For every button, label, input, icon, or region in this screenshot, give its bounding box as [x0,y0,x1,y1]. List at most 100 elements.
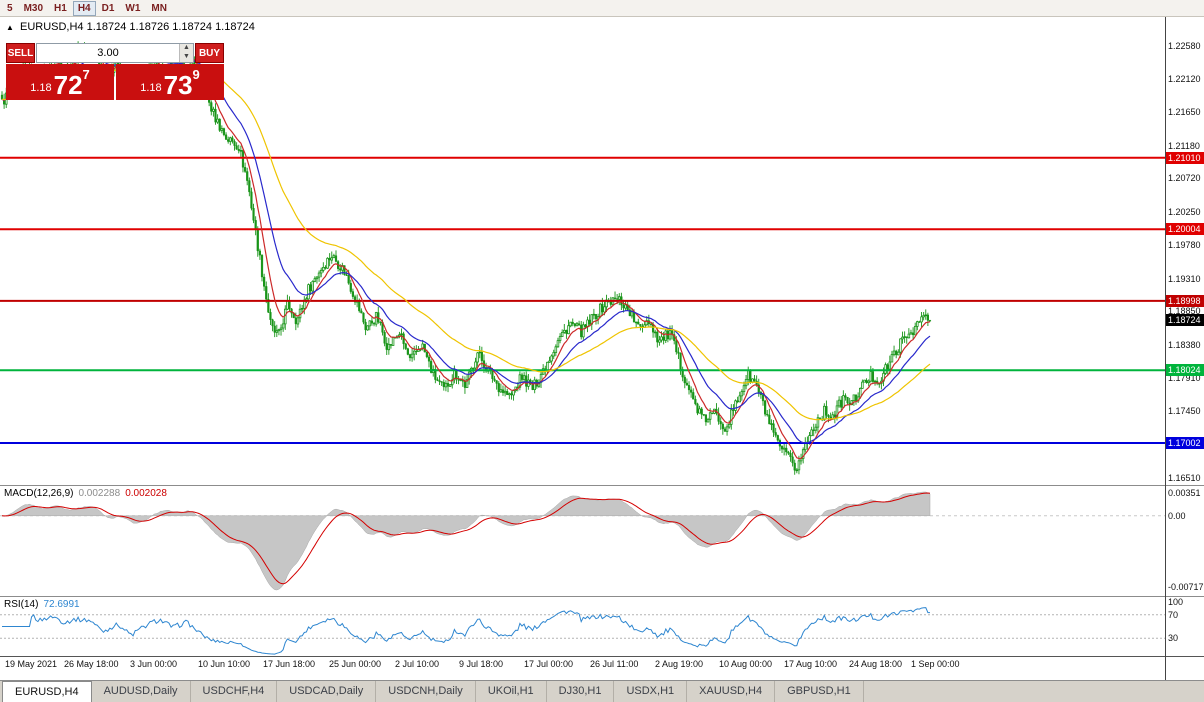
bottom-filler [0,672,1165,680]
buy-price-prefix: 1.18 [140,82,162,94]
price-chart-pane[interactable]: ▲ EURUSD,H4 1.18724 1.18726 1.18724 1.18… [0,17,1165,485]
time-tick-label: 19 May 2021 [5,659,58,669]
price-chart-canvas[interactable] [0,17,1165,485]
buy-price-display[interactable]: 1.18 73 9 [116,64,224,100]
volume-box: ▲ ▼ [36,43,194,63]
price-tick: 1.21650 [1168,107,1201,118]
symbol-tab-usdx-h1[interactable]: USDX,H1 [614,681,688,702]
timeframe-button-MN[interactable]: MN [151,2,167,14]
symbol-tab-ukoil-h1[interactable]: UKOil,H1 [476,681,547,702]
symbol-tab-usdcnh-daily[interactable]: USDCNH,Daily [376,681,476,702]
price-tick: 1.16510 [1168,473,1201,483]
macd-axis-label: 0.00 [1168,510,1186,521]
timeframe-toolbar: 5 M30 H1 H4 D1 W1 MN [0,0,1204,17]
rsi-indicator-pane[interactable]: RSI(14) 72.6991 [0,596,1165,656]
macd-indicator-pane[interactable]: MACD(12,26,9) 0.002288 0.002028 [0,485,1165,596]
collapse-trade-panel-icon[interactable]: ▲ [6,23,14,32]
time-tick-label: 17 Aug 10:00 [784,659,838,669]
macd-name: MACD(12,26,9) [4,488,74,499]
symbol-tab-gbpusd-h1[interactable]: GBPUSD,H1 [775,681,864,702]
symbol-tab-audusd-daily[interactable]: AUDUSD,Daily [92,681,191,702]
macd-axis-label: 0.00351 [1168,488,1201,498]
price-level-label[interactable]: 1.20004 [1166,223,1204,236]
price-tick: 1.17910 [1168,373,1201,384]
macd-value-signal: 0.002028 [125,488,167,499]
volume-spinner: ▲ ▼ [179,44,193,62]
time-tick-label: 10 Jun 10:00 [198,659,251,669]
chart-title: ▲ EURUSD,H4 1.18724 1.18726 1.18724 1.18… [6,21,255,33]
timeframe-button-D1[interactable]: D1 [101,2,115,14]
timeframe-button-M30[interactable]: M30 [23,2,44,14]
symbol-tab-eurusd-h4[interactable]: EURUSD,H4 [2,681,92,702]
current-price-label[interactable]: 1.18724 [1166,314,1204,327]
timeframe-button-H1[interactable]: H1 [54,2,67,14]
price-axis-main: 1.22580 1.22120 1.21650 1.21180 1.20720 1.202… [1166,17,1204,485]
symbol-tab-xauusd-h4[interactable]: XAUUSD,H4 [687,681,776,702]
time-tick-label: 1 Sep 00:00 [911,659,960,669]
buy-price-sup: 9 [192,67,200,82]
price-axis-macd: 0.00351 0.00 -0.00717 [1166,485,1204,596]
time-tick-label: 17 Jun 18:00 [263,659,316,669]
price-level-label[interactable]: 1.21010 [1166,151,1204,164]
price-tick: 1.17450 [1168,406,1201,417]
time-tick-label: 26 May 18:00 [64,659,119,669]
chart-workspace: ▲ EURUSD,H4 1.18724 1.18726 1.18724 1.18… [0,17,1204,680]
macd-value-main: 0.002288 [78,488,121,499]
timeframe-button-5[interactable]: 5 [7,2,13,14]
price-tick: 1.22580 [1168,41,1201,51]
volume-down-icon[interactable]: ▼ [180,53,193,62]
time-axis[interactable]: 19 May 2021 26 May 18:00 3 Jun 00:00 10 Jun… [0,656,1165,672]
buy-button[interactable]: BUY [195,43,224,63]
price-axis[interactable]: 1.22580 1.22120 1.21650 1.21180 1.20720 1.202… [1165,17,1204,680]
volume-input[interactable] [37,44,179,62]
rsi-name: RSI(14) [4,599,39,610]
price-axis-rsi: 100 70 30 [1166,596,1204,656]
price-tick: 1.20720 [1168,173,1201,184]
rsi-axis-label: 70 [1168,609,1179,620]
symbol-tab-bar: EURUSD,H4 AUDUSD,Daily USDCHF,H4 USDCAD,Dai… [0,680,1204,702]
macd-axis-label: -0.00717 [1168,581,1204,592]
time-tick-label: 2 Aug 19:00 [655,659,704,669]
price-axis-corner [1166,656,1204,672]
sell-price-display[interactable]: 1.18 72 7 [6,64,114,100]
rsi-value: 72.6991 [43,599,80,610]
price-tick: 1.18380 [1168,339,1201,350]
timeframe-button-H4[interactable]: H4 [72,0,96,16]
price-level-label[interactable]: 1.18998 [1166,294,1204,307]
time-tick-label: 9 Jul 18:00 [459,659,504,669]
price-level-label[interactable]: 1.17002 [1166,436,1204,449]
time-tick-label: 2 Jul 10:00 [395,659,440,669]
rsi-canvas[interactable] [0,597,1165,656]
price-tick: 1.18850 [1168,306,1201,317]
price-tick: 1.19310 [1168,273,1201,284]
time-tick-label: 25 Jun 00:00 [329,659,382,669]
time-tick-label: 26 Jul 11:00 [590,659,639,669]
price-tick: 1.21180 [1168,140,1200,151]
sell-button[interactable]: SELL [6,43,35,63]
buy-price-big: 73 [163,70,193,100]
price-tick: 1.22120 [1168,73,1201,84]
rsi-label: RSI(14) 72.6991 [4,599,80,610]
chart-column: ▲ EURUSD,H4 1.18724 1.18726 1.18724 1.18… [0,17,1165,680]
symbol-tab-dj30-h1[interactable]: DJ30,H1 [547,681,615,702]
rsi-axis-label: 30 [1168,633,1179,644]
volume-up-icon[interactable]: ▲ [180,44,193,53]
sell-price-prefix: 1.18 [30,82,52,94]
sell-price-big: 72 [53,70,83,100]
price-level-label[interactable]: 1.18024 [1166,364,1204,377]
chart-title-text: EURUSD,H4 1.18724 1.18726 1.18724 1.1872… [19,21,255,33]
macd-label: MACD(12,26,9) 0.002288 0.002028 [4,488,167,499]
one-click-trade-panel: SELL ▲ ▼ BUY 1.18 72 [6,43,224,100]
symbol-tab-usdchf-h4[interactable]: USDCHF,H4 [191,681,278,702]
timeframe-button-W1[interactable]: W1 [125,2,141,14]
macd-canvas[interactable] [0,486,1165,596]
time-tick-label: 17 Jul 00:00 [524,659,574,669]
price-tick: 1.19780 [1168,240,1201,251]
time-tick-label: 24 Aug 18:00 [849,659,903,669]
sell-price-sup: 7 [82,67,90,82]
time-tick-label: 3 Jun 00:00 [130,659,178,669]
price-tick: 1.20250 [1168,206,1201,217]
time-tick-label: 10 Aug 00:00 [719,659,773,669]
symbol-tab-usdcad-daily[interactable]: USDCAD,Daily [277,681,377,702]
